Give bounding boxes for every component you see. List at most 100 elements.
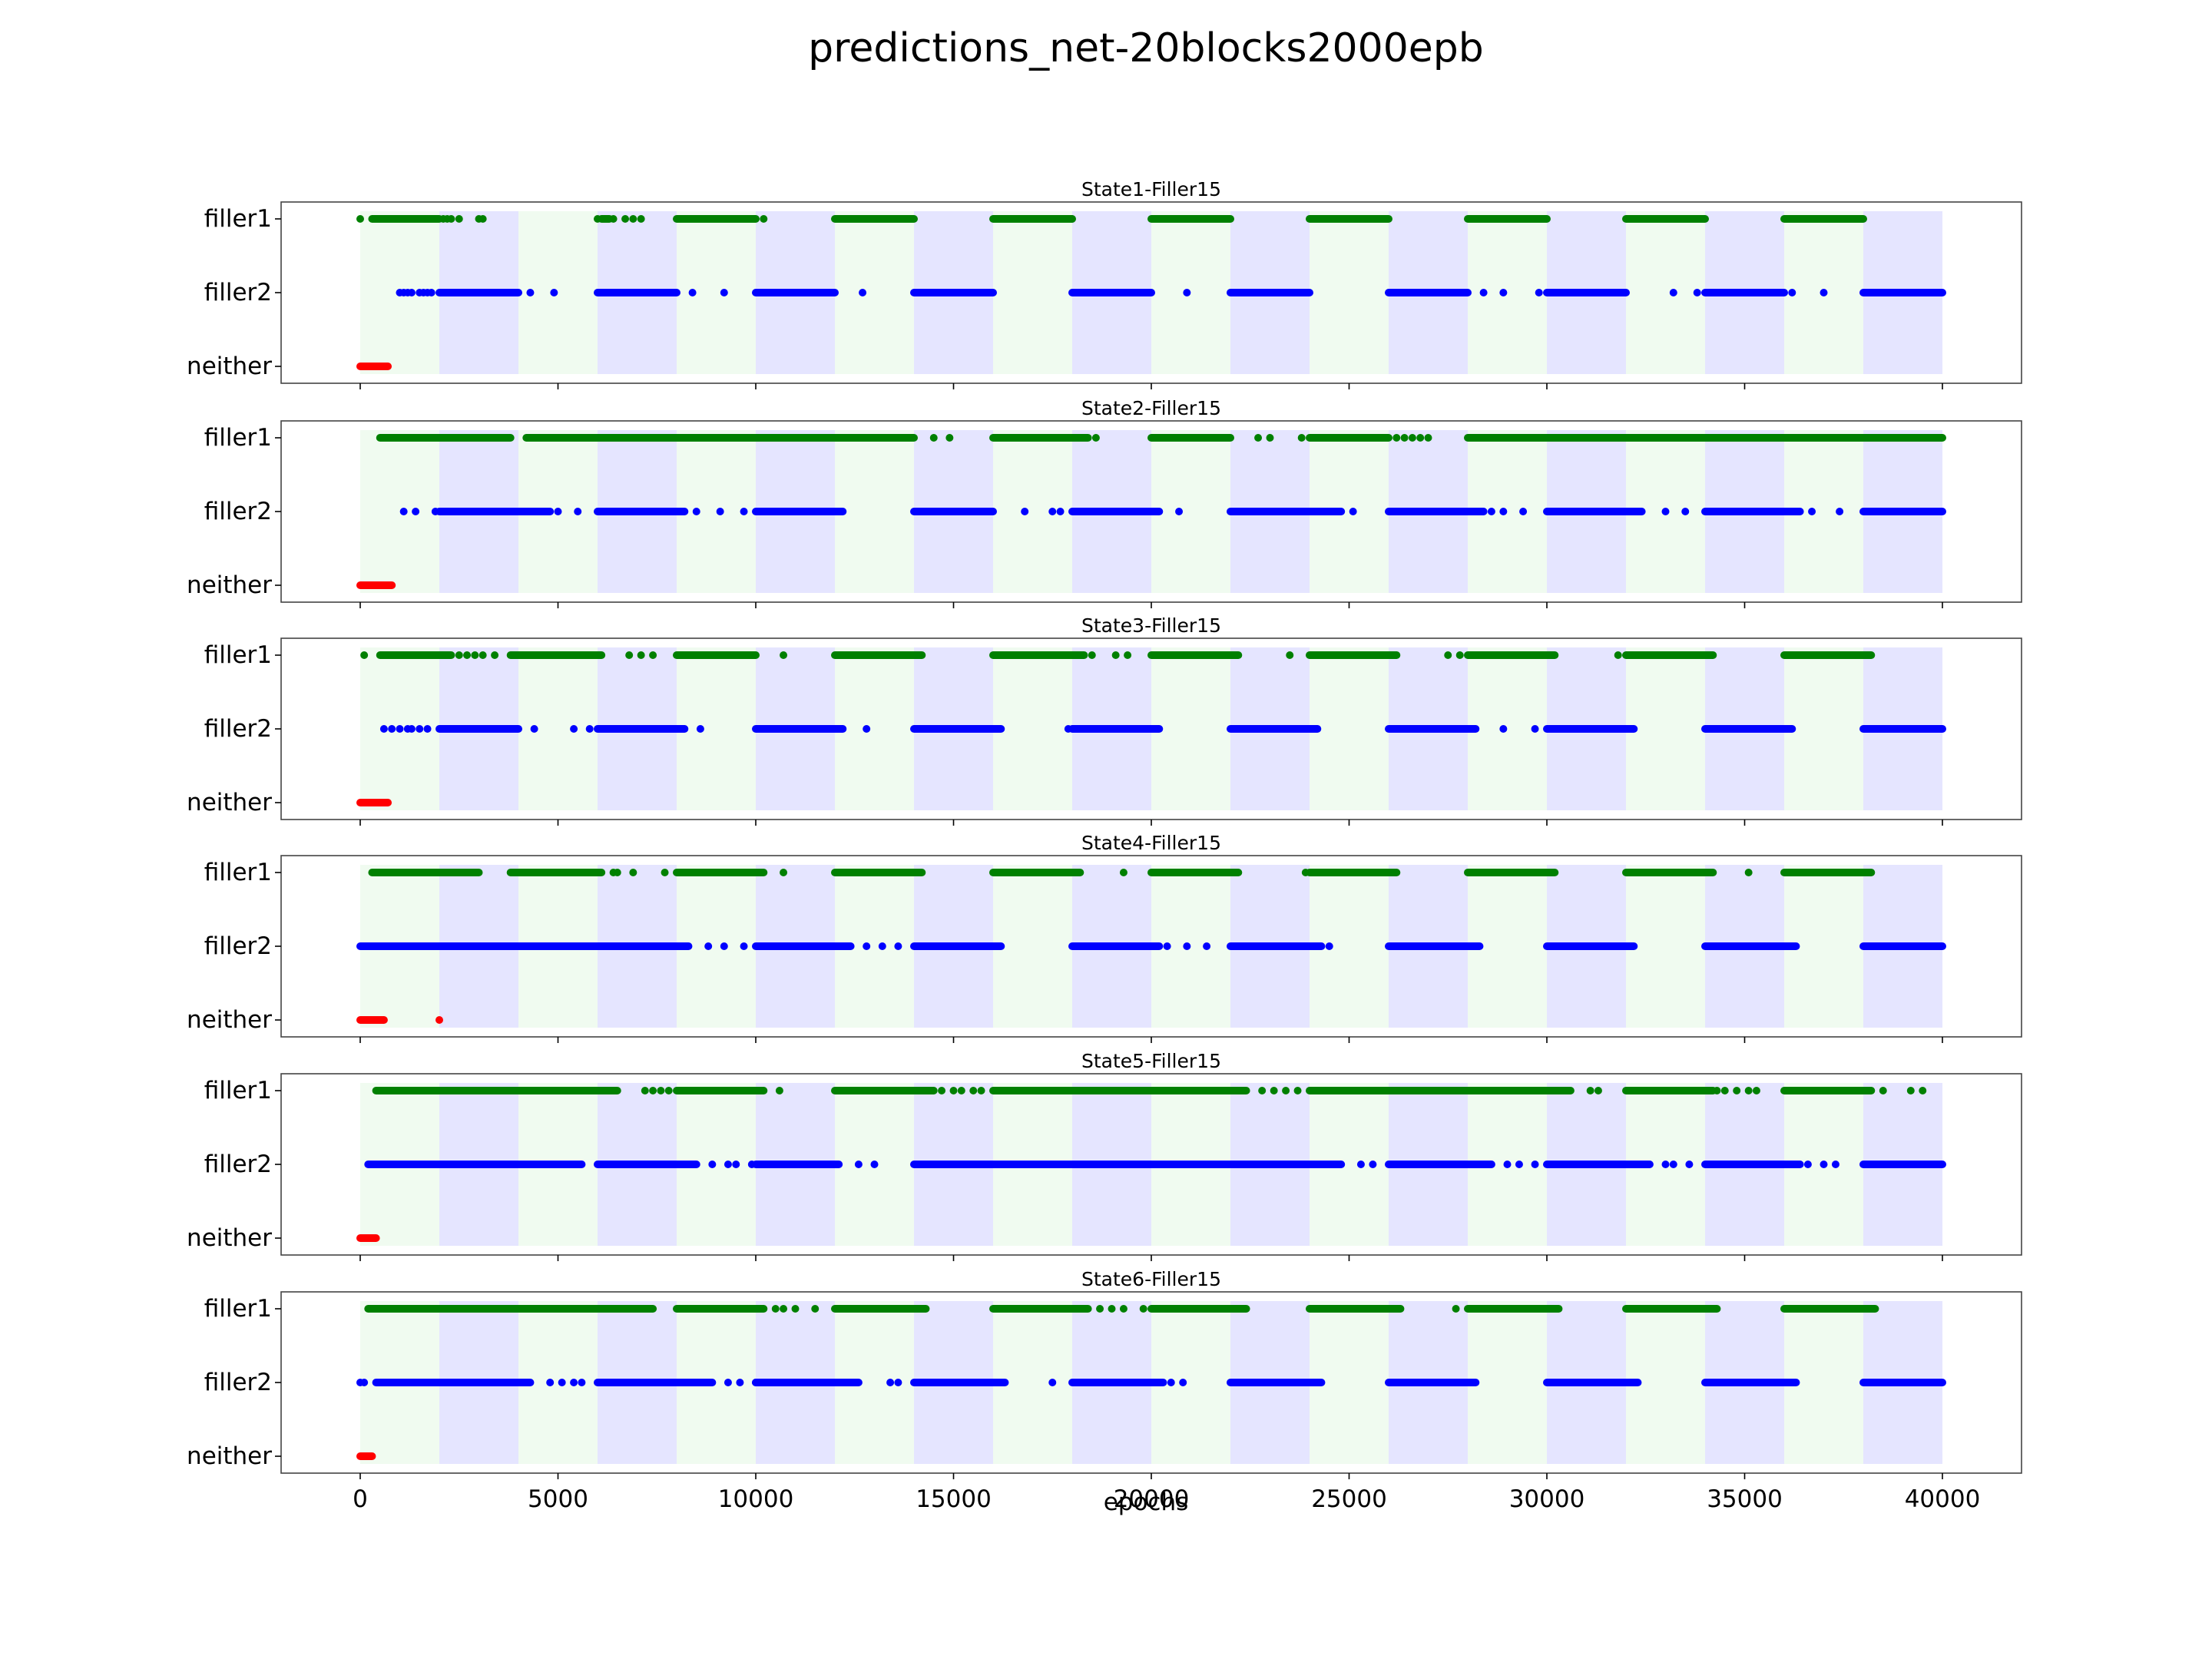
point-filler1 <box>447 215 455 223</box>
point-filler2 <box>1064 725 1072 733</box>
point-filler1 <box>1452 1305 1460 1313</box>
point-filler2 <box>708 1161 717 1168</box>
point-filler2 <box>431 508 439 515</box>
point-filler2 <box>740 508 748 515</box>
point-filler2 <box>399 508 408 515</box>
background-block <box>1468 1301 1547 1464</box>
point-filler2 <box>407 725 416 733</box>
point-filler1 <box>1720 1087 1729 1094</box>
y-tick-label: neither <box>187 1442 272 1470</box>
background-block <box>1151 865 1230 1028</box>
background-block <box>518 647 598 810</box>
point-filler1 <box>1119 1305 1128 1313</box>
y-tick-label: filler1 <box>204 1295 272 1323</box>
point-filler2 <box>740 942 748 950</box>
point-filler2 <box>1183 289 1191 296</box>
y-tick-label: filler2 <box>204 932 272 960</box>
point-filler1 <box>1392 434 1401 442</box>
series-filler2 <box>399 508 1946 515</box>
point-filler2 <box>578 1379 586 1386</box>
point-filler1 <box>1100 1087 1108 1094</box>
point-filler2 <box>360 1379 369 1386</box>
point-filler1 <box>771 1305 780 1313</box>
background-block <box>835 430 914 593</box>
y-tick-label: filler1 <box>204 1077 272 1104</box>
point-filler1 <box>1111 1087 1120 1094</box>
background-block <box>993 865 1072 1028</box>
point-filler2 <box>1175 508 1184 515</box>
background-block <box>835 647 914 810</box>
point-filler2 <box>1356 1161 1365 1168</box>
point-filler1 <box>609 215 618 223</box>
point-filler1 <box>1282 1087 1290 1094</box>
subplot-6: filler1 filler2 neither State6-Filler15 <box>187 1268 2022 1479</box>
point-filler2 <box>396 725 404 733</box>
background-block <box>1151 647 1230 810</box>
point-filler2 <box>1836 508 1844 515</box>
point-filler2 <box>570 1379 578 1386</box>
y-tick-label: filler1 <box>204 641 272 669</box>
point-filler2 <box>423 725 432 733</box>
point-filler2 <box>736 1379 744 1386</box>
point-filler2 <box>878 942 886 950</box>
series-filler2 <box>364 1161 1946 1168</box>
subplot-4: filler1 filler2 neither State4-Filler15 <box>187 832 2022 1043</box>
x-tick-label: 35000 <box>1707 1485 1783 1513</box>
subplot-2: filler1 filler2 neither State2-Filler15 <box>187 397 2022 608</box>
background-block <box>835 211 914 374</box>
x-tick-label: 40000 <box>1905 1485 1981 1513</box>
y-tick-label: filler2 <box>204 1151 272 1178</box>
point-filler1 <box>637 651 645 659</box>
point-filler2 <box>1048 508 1057 515</box>
background-block <box>1626 647 1705 810</box>
point-filler2 <box>1503 1161 1512 1168</box>
point-filler1 <box>1270 1087 1278 1094</box>
point-filler1 <box>1119 869 1128 876</box>
subplot-5: filler1 filler2 neither State5-Filler15 <box>187 1050 2022 1261</box>
point-filler2 <box>1820 289 1828 296</box>
point-filler1 <box>1416 434 1425 442</box>
point-filler1 <box>478 215 487 223</box>
subplot-1: filler1 filler2 neither State1-Filler15 <box>187 178 2022 389</box>
point-filler2 <box>1693 289 1701 296</box>
point-filler1 <box>1266 434 1274 442</box>
point-filler1 <box>1614 651 1622 659</box>
point-filler2 <box>720 289 728 296</box>
series-filler2 <box>396 289 1946 296</box>
y-tick-label: filler2 <box>204 279 272 306</box>
point-filler2 <box>894 1379 902 1386</box>
point-filler2 <box>558 1379 566 1386</box>
point-neither <box>435 1016 443 1024</box>
y-tick-label: neither <box>187 353 272 380</box>
point-filler2 <box>716 508 724 515</box>
point-filler1 <box>471 651 479 659</box>
point-filler1 <box>1586 1087 1594 1094</box>
point-filler2 <box>1183 1161 1191 1168</box>
point-filler1 <box>455 215 463 223</box>
point-filler1 <box>613 869 621 876</box>
point-filler2 <box>1669 1161 1677 1168</box>
point-filler1 <box>780 1305 788 1313</box>
point-filler2 <box>724 1161 732 1168</box>
point-filler2 <box>546 1379 555 1386</box>
point-filler2 <box>752 1379 760 1386</box>
point-filler1 <box>938 1087 946 1094</box>
subplot-title: State6-Filler15 <box>1081 1268 1221 1290</box>
point-filler1 <box>594 215 601 223</box>
point-filler2 <box>1056 508 1065 515</box>
point-filler2 <box>1535 289 1543 296</box>
background-block <box>677 647 756 810</box>
background-block <box>993 211 1072 374</box>
point-filler2 <box>416 725 424 733</box>
series-filler2 <box>379 725 1946 733</box>
point-filler1 <box>811 1305 820 1313</box>
point-filler1 <box>949 1087 958 1094</box>
point-filler1 <box>1879 1087 1887 1094</box>
point-filler1 <box>1400 434 1409 442</box>
y-tick-label: filler2 <box>204 715 272 743</box>
point-filler2 <box>747 1161 756 1168</box>
point-filler2 <box>388 725 396 733</box>
point-filler1 <box>629 869 637 876</box>
point-filler2 <box>1831 1161 1839 1168</box>
point-filler2 <box>724 1379 732 1386</box>
